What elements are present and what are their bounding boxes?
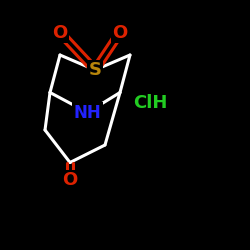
Text: O: O	[62, 171, 78, 189]
Text: NH: NH	[74, 104, 102, 122]
Text: ClH: ClH	[133, 94, 167, 112]
Text: O: O	[112, 24, 128, 42]
Text: O: O	[52, 24, 68, 42]
Text: S: S	[88, 61, 102, 79]
